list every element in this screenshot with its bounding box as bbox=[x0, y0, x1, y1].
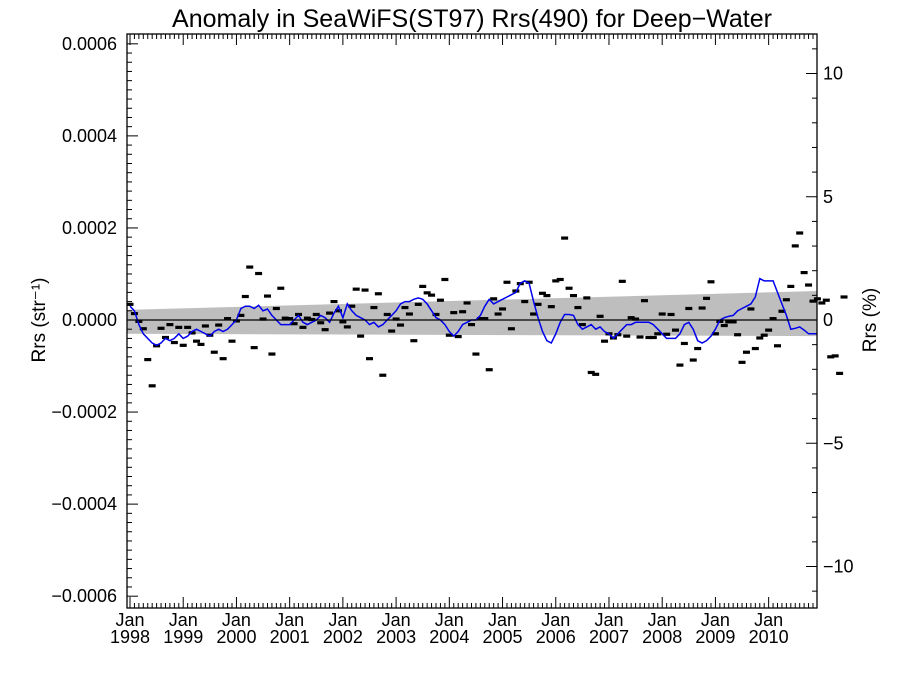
x-tick-label-month: Jan bbox=[541, 610, 570, 630]
x-tick-label-month: Jan bbox=[275, 610, 304, 630]
trend-uncertainty-band bbox=[127, 291, 817, 337]
x-axis: Jan1998Jan1999Jan2000Jan2001Jan2002Jan20… bbox=[110, 34, 814, 647]
x-tick-label-month: Jan bbox=[169, 610, 198, 630]
x-tick-label-year: 2004 bbox=[429, 627, 469, 647]
y2-tick-label-2: 0 bbox=[823, 310, 833, 330]
x-tick-label-month: Jan bbox=[328, 610, 357, 630]
x-tick-label-year: 2001 bbox=[270, 627, 310, 647]
x-tick-label-year: 2007 bbox=[589, 627, 629, 647]
x-tick-label-year: 1998 bbox=[110, 627, 150, 647]
x-tick-label-month: Jan bbox=[435, 610, 464, 630]
x-tick-label-year: 2008 bbox=[642, 627, 682, 647]
x-tick-label-year: 2002 bbox=[323, 627, 363, 647]
x-tick-label-month: Jan bbox=[222, 610, 251, 630]
x-tick-label-year: 2010 bbox=[749, 627, 789, 647]
y-tick-label-4: −0.0002 bbox=[51, 402, 117, 422]
x-tick-label-month: Jan bbox=[754, 610, 783, 630]
y-axis-left: 0.0006 0.0004 0.0002 0.0000 −0.0002 −0.0004 −0… bbox=[51, 34, 138, 606]
y-axis-label-left: Rrs (str⁻¹) bbox=[29, 278, 50, 363]
y-tick-label-6: −0.0006 bbox=[51, 586, 117, 606]
uncertainty-band-layer bbox=[127, 291, 817, 337]
y-axis-right: 10 5 0 −5 −10 bbox=[806, 48, 854, 592]
x-tick-label-year: 2005 bbox=[483, 627, 523, 647]
y2-tick-label-0: 10 bbox=[823, 64, 843, 84]
y-axis-label-right: Rrs (%) bbox=[860, 288, 881, 352]
x-tick-label-month: Jan bbox=[594, 610, 623, 630]
plot-frame bbox=[126, 33, 818, 609]
y-tick-label-0: 0.0006 bbox=[62, 34, 117, 54]
x-tick-label-month: Jan bbox=[115, 610, 144, 630]
x-tick-label-month: Jan bbox=[488, 610, 517, 630]
x-tick-label-year: 2009 bbox=[695, 627, 735, 647]
monthly-anomaly-points bbox=[126, 231, 848, 388]
chart-title: Anomaly in SeaWiFS(ST97) Rrs(490) for De… bbox=[172, 5, 772, 33]
y-tick-label-2: 0.0002 bbox=[62, 218, 117, 238]
x-tick-label-year: 2003 bbox=[376, 627, 416, 647]
y2-tick-label-3: −5 bbox=[823, 433, 844, 453]
x-tick-label-month: Jan bbox=[382, 610, 411, 630]
x-tick-label-year: 2000 bbox=[216, 627, 256, 647]
y-tick-label-1: 0.0004 bbox=[62, 126, 117, 146]
x-tick-label-month: Jan bbox=[701, 610, 730, 630]
y-tick-label-3: 0.0000 bbox=[62, 310, 117, 330]
x-tick-label-month: Jan bbox=[648, 610, 677, 630]
y2-tick-label-1: 5 bbox=[823, 187, 833, 207]
x-tick-label-year: 2006 bbox=[536, 627, 576, 647]
y-tick-label-5: −0.0004 bbox=[51, 494, 117, 514]
x-tick-label-year: 1999 bbox=[163, 627, 203, 647]
y2-tick-label-4: −10 bbox=[823, 557, 854, 577]
